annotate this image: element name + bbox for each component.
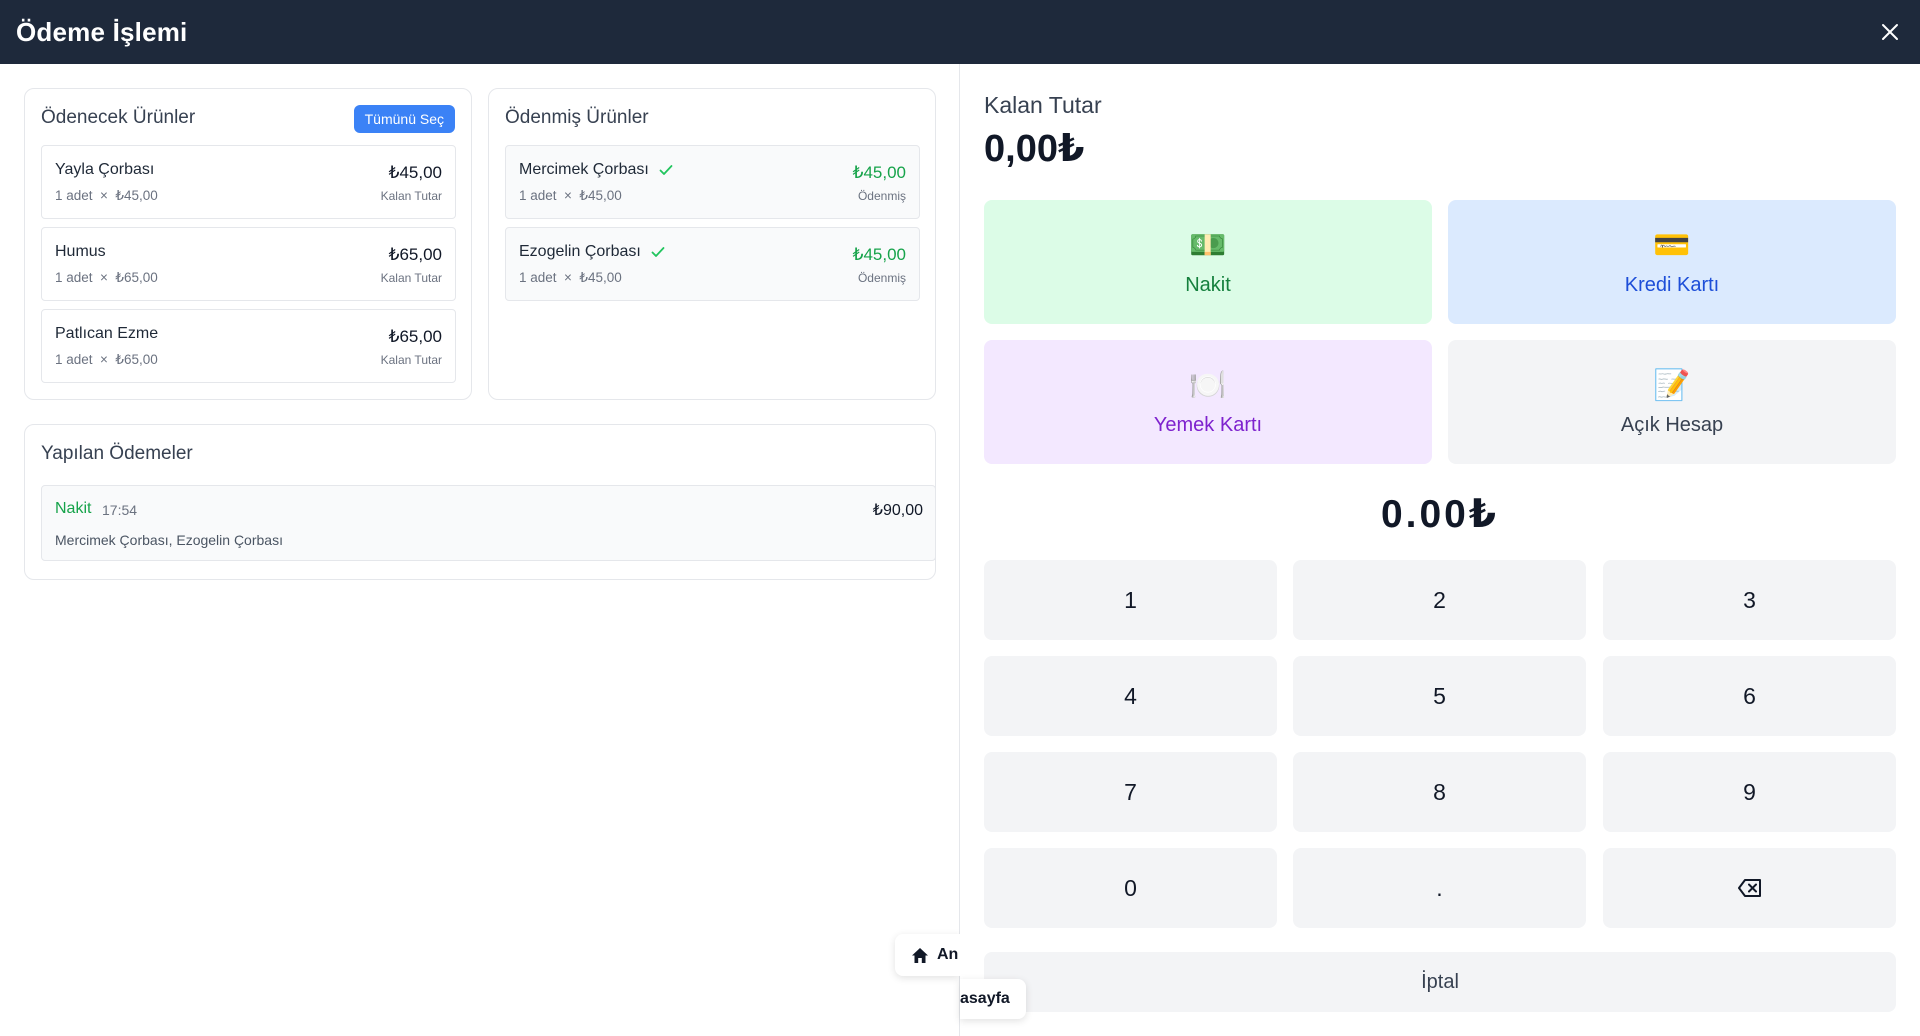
check-icon — [651, 247, 665, 257]
amount-display: 0.00₺ — [1380, 493, 1500, 536]
payment-amount: ₺90,00 — [872, 502, 923, 519]
item-status: Kalan Tutar — [380, 353, 442, 367]
item-status: Kalan Tutar — [380, 189, 442, 203]
item-qty: 1 adet × ₺45,00 — [55, 188, 158, 203]
item-price: ₺45,00 — [388, 163, 442, 182]
check-icon — [659, 165, 673, 175]
item-price: ₺65,00 — [388, 245, 442, 264]
item-name: Mercimek Çorbası — [519, 161, 649, 178]
home-label-end: asayfa — [960, 990, 1010, 1007]
close-icon — [1882, 24, 1898, 40]
home-label-start: An — [937, 946, 959, 963]
right-panel: Kalan Tutar 0,00₺ 💵 Nakit 💳 Kredi Kartı … — [960, 64, 1920, 1036]
remaining-label: Kalan Tutar — [984, 92, 1102, 118]
home-icon — [912, 947, 928, 963]
home-float-button[interactable]: An — [895, 934, 960, 976]
item-qty: 1 adet × ₺65,00 — [55, 352, 158, 367]
to-pay-card: Ödenecek Ürünler Tümünü Seç Yayla Çorbas… — [24, 88, 472, 400]
item-name: Yayla Çorbası — [55, 161, 155, 178]
unpaid-item-patlican[interactable]: Patlıcan Ezme 1 adet × ₺65,00 ₺65,00 Kal… — [41, 309, 456, 383]
memo-icon: 📝 — [1653, 368, 1691, 402]
item-name-row: Ezogelin Çorbası — [519, 243, 665, 261]
method-meal-card-button[interactable]: 🍽️ Yemek Kartı — [984, 340, 1432, 464]
key-0[interactable]: 0 — [984, 848, 1277, 928]
key-decimal[interactable]: . — [1293, 848, 1586, 928]
key-8[interactable]: 8 — [1293, 752, 1586, 832]
method-credit-card-button[interactable]: 💳 Kredi Kartı — [1448, 200, 1896, 324]
key-6[interactable]: 6 — [1603, 656, 1896, 736]
item-status: Kalan Tutar — [380, 271, 442, 285]
to-pay-title: Ödenecek Ürünler — [41, 107, 196, 128]
item-status: Ödenmiş — [857, 271, 906, 285]
left-panel: Ödenecek Ürünler Tümünü Seç Yayla Çorbas… — [0, 64, 960, 1036]
select-all-button[interactable]: Tümünü Seç — [353, 105, 455, 133]
payment-items: Mercimek Çorbası, Ezogelin Çorbası — [55, 532, 283, 548]
header-bar: Ödeme İşlemi — [0, 0, 1920, 64]
key-backspace[interactable] — [1603, 848, 1896, 928]
item-price: ₺45,00 — [852, 245, 906, 264]
item-name: Ezogelin Çorbası — [519, 243, 641, 260]
item-name: Patlıcan Ezme — [55, 325, 159, 342]
item-price: ₺65,00 — [388, 327, 442, 346]
payment-time: 17:54 — [102, 502, 138, 518]
page-title: Ödeme İşlemi — [16, 16, 188, 47]
paid-card: Ödenmiş Ürünler Mercimek Çorbası 1 adet … — [488, 88, 936, 400]
payments-title: Yapılan Ödemeler — [41, 443, 193, 464]
paid-item-ezogelin[interactable]: Ezogelin Çorbası 1 adet × ₺45,00 ₺45,00 … — [505, 227, 920, 301]
cash-icon: 💵 — [1189, 228, 1227, 262]
item-qty: 1 adet × ₺65,00 — [55, 270, 158, 285]
payment-method: Nakit — [55, 500, 92, 517]
method-cash-button[interactable]: 💵 Nakit — [984, 200, 1432, 324]
item-name: Humus — [55, 243, 106, 260]
paid-item-mercimek[interactable]: Mercimek Çorbası 1 adet × ₺45,00 ₺45,00 … — [505, 145, 920, 219]
cancel-button[interactable]: İptal — [984, 952, 1896, 1012]
item-name-row: Mercimek Çorbası — [519, 161, 673, 179]
key-4[interactable]: 4 — [984, 656, 1277, 736]
key-7[interactable]: 7 — [984, 752, 1277, 832]
credit-card-icon: 💳 — [1653, 228, 1691, 262]
item-qty: 1 adet × ₺45,00 — [519, 188, 622, 203]
item-price: ₺45,00 — [852, 163, 906, 182]
item-status: Ödenmiş — [857, 189, 906, 203]
method-label: Açık Hesap — [1620, 413, 1724, 436]
payments-card: Yapılan Ödemeler Nakit 17:54 ₺90,00 Merc… — [24, 424, 936, 580]
paid-title: Ödenmiş Ürünler — [505, 107, 649, 128]
method-open-account-button[interactable]: 📝 Açık Hesap — [1448, 340, 1896, 464]
item-qty: 1 adet × ₺45,00 — [519, 270, 622, 285]
key-9[interactable]: 9 — [1603, 752, 1896, 832]
key-1[interactable]: 1 — [984, 560, 1277, 640]
close-button[interactable] — [1874, 16, 1906, 48]
home-float-button-tail[interactable]: asayfa — [960, 979, 1026, 1019]
unpaid-item-yayla[interactable]: Yayla Çorbası 1 adet × ₺45,00 ₺45,00 Kal… — [41, 145, 456, 219]
method-label: Kredi Kartı — [1624, 273, 1720, 296]
remaining-value: 0,00₺ — [984, 128, 1085, 170]
method-label: Nakit — [1185, 273, 1231, 296]
unpaid-item-humus[interactable]: Humus 1 adet × ₺65,00 ₺65,00 Kalan Tutar — [41, 227, 456, 301]
key-2[interactable]: 2 — [1293, 560, 1586, 640]
backspace-icon — [1737, 879, 1761, 897]
key-5[interactable]: 5 — [1293, 656, 1586, 736]
plate-icon: 🍽️ — [1189, 368, 1227, 402]
payment-row[interactable]: Nakit 17:54 ₺90,00 Mercimek Çorbası, Ezo… — [41, 485, 936, 561]
method-label: Yemek Kartı — [1153, 413, 1263, 436]
key-3[interactable]: 3 — [1603, 560, 1896, 640]
